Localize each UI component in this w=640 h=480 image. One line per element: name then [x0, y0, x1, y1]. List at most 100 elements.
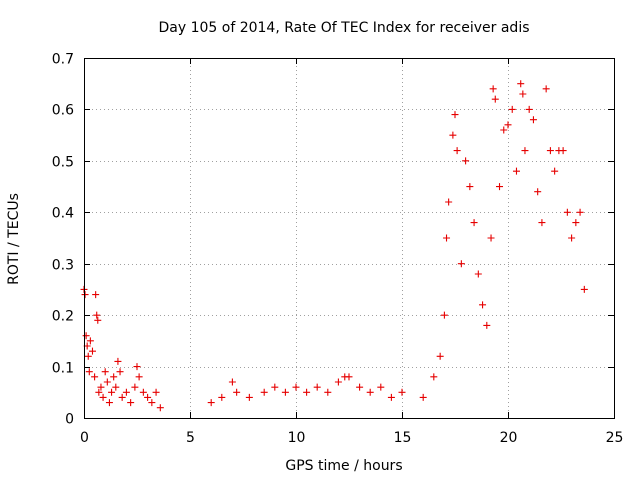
data-point — [559, 147, 567, 155]
data-point — [139, 388, 147, 396]
data-point — [148, 399, 156, 407]
data-point — [483, 321, 491, 329]
data-point — [377, 383, 385, 391]
data-point — [445, 198, 453, 206]
x-tick-label: 10 — [288, 430, 306, 446]
data-point — [218, 393, 226, 401]
x-tick-label: 0 — [80, 430, 89, 446]
data-point — [440, 311, 448, 319]
data-point — [398, 388, 406, 396]
data-point — [546, 147, 554, 155]
data-point — [451, 111, 459, 119]
data-point — [453, 147, 461, 155]
data-point — [534, 188, 542, 196]
data-point — [462, 157, 470, 165]
data-point — [512, 167, 520, 175]
data-point — [491, 95, 499, 103]
data-point — [542, 85, 550, 93]
y-tick-label: 0.4 — [52, 206, 74, 222]
data-point — [99, 393, 107, 401]
data-point — [93, 311, 101, 319]
data-point — [466, 183, 474, 191]
data-point — [110, 373, 118, 381]
data-point — [135, 373, 143, 381]
data-point — [112, 383, 120, 391]
data-point — [334, 378, 342, 386]
y-tick-label: 0.7 — [52, 52, 74, 68]
plot-frame — [84, 58, 615, 419]
y-tick-label: 0.3 — [52, 258, 74, 274]
y-tick-label: 0.1 — [52, 361, 74, 377]
data-point — [470, 219, 478, 227]
data-point — [108, 388, 116, 396]
data-point — [88, 347, 96, 355]
data-point — [303, 388, 311, 396]
data-point — [572, 219, 580, 227]
data-point — [576, 208, 584, 216]
data-point — [260, 388, 268, 396]
data-point — [521, 147, 529, 155]
data-point — [504, 121, 512, 129]
x-tick-label: 15 — [394, 430, 412, 446]
data-point — [580, 285, 588, 293]
y-tick-label: 0 — [65, 412, 74, 428]
data-point — [551, 167, 559, 175]
data-point — [436, 352, 444, 360]
data-point — [233, 388, 241, 396]
x-tick-label: 20 — [500, 430, 518, 446]
data-point — [345, 373, 353, 381]
data-point — [116, 368, 124, 376]
data-point — [133, 363, 141, 371]
data-point — [479, 301, 487, 309]
data-point — [91, 373, 99, 381]
data-point — [356, 383, 364, 391]
data-point — [489, 85, 497, 93]
data-point — [95, 388, 103, 396]
data-point — [97, 383, 105, 391]
data-point — [487, 234, 495, 242]
data-point — [118, 393, 126, 401]
data-point — [122, 388, 130, 396]
data-point — [94, 316, 102, 324]
y-tick-label: 0.5 — [52, 155, 74, 171]
grid-lines — [84, 58, 614, 418]
chart-title: Day 105 of 2014, Rate Of TEC Index for r… — [158, 20, 529, 36]
data-point — [103, 378, 111, 386]
data-point — [563, 208, 571, 216]
data-point — [519, 90, 527, 98]
data-point — [85, 368, 93, 376]
data-point — [131, 383, 139, 391]
data-point — [207, 399, 215, 407]
data-point — [324, 388, 332, 396]
data-point — [568, 234, 576, 242]
data-point — [292, 383, 300, 391]
data-point — [500, 126, 508, 134]
data-point — [105, 399, 113, 407]
data-point — [144, 393, 152, 401]
data-point — [228, 378, 236, 386]
data-point — [443, 234, 451, 242]
x-axis-label: GPS time / hours — [285, 458, 402, 474]
x-tick-label: 25 — [606, 430, 624, 446]
data-point — [430, 373, 438, 381]
data-point — [101, 368, 109, 376]
data-point — [419, 393, 427, 401]
data-point — [508, 105, 516, 113]
data-point — [271, 383, 279, 391]
y-tick-label: 0.2 — [52, 309, 74, 325]
data-point — [114, 357, 122, 365]
data-point — [152, 388, 160, 396]
data-point — [82, 332, 90, 340]
data-point — [517, 80, 525, 88]
data-point — [127, 399, 135, 407]
data-point — [281, 388, 289, 396]
data-point — [538, 219, 546, 227]
axis-ticks: 0 5 10 15 20 25 0 0.1 0.2 0.3 0.4 0.5 0.6 0.7 — [52, 52, 624, 447]
y-axis-label: ROTI / TECUs — [6, 193, 22, 285]
data-point — [156, 404, 164, 412]
data-point — [525, 105, 533, 113]
data-point — [449, 131, 457, 139]
data-point — [313, 383, 321, 391]
